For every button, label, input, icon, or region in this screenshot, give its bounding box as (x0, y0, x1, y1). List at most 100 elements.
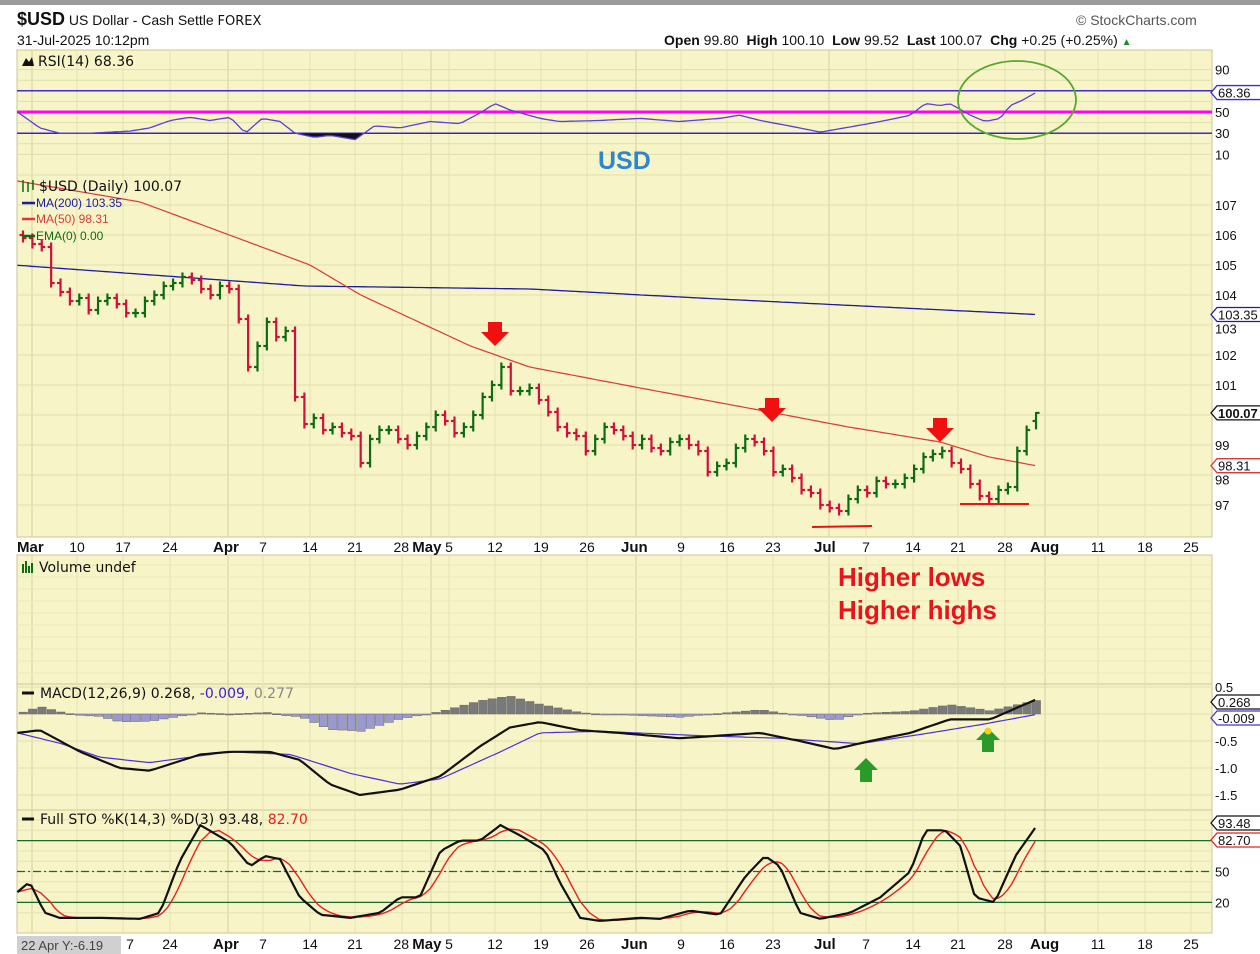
sto-k-value-tag: 93.48 (1218, 816, 1251, 831)
macd-histogram-bar (675, 713, 685, 718)
price-bar (601, 422, 609, 444)
macd-histogram-bar (328, 713, 338, 730)
volume-title: Volume undef (39, 560, 137, 576)
macd-histogram-bar (872, 712, 882, 715)
price-bar (122, 299, 130, 318)
chart-datetime: 31-Jul-2025 10:12pm (17, 32, 150, 48)
price-bar (826, 500, 834, 513)
rsi-line (17, 92, 1036, 141)
macd-histogram-bar (253, 712, 263, 715)
price-bar (863, 485, 871, 498)
macd-histogram-bar (506, 696, 516, 715)
price-bar (319, 413, 327, 435)
macd-histogram-bar (562, 709, 572, 715)
x-axis-label: 7 (259, 936, 267, 952)
x-axis-label: 14 (905, 539, 921, 555)
y-axis-label: -1.0 (1215, 761, 1237, 776)
price-bar (479, 392, 487, 420)
macd-histogram-bar (112, 713, 122, 722)
price-bar (591, 434, 599, 456)
sto-title: Full STO %K(14,3) %D(3) 93.48, (40, 812, 263, 828)
ma50-line (17, 180, 1036, 467)
price-bar (985, 491, 993, 504)
price-bar (526, 383, 534, 396)
macd-histogram-bar (159, 713, 169, 720)
price-bar (751, 434, 759, 447)
macd-histogram-bar (947, 704, 957, 715)
stockcharts-copyright[interactable]: © StockCharts.com (1076, 12, 1197, 28)
price-bar (460, 422, 468, 438)
macd-histogram-bar (309, 713, 319, 723)
macd-title-group: MACD(12,26,9) 0.268, -0.009, 0.277 (40, 686, 294, 702)
price-bar (282, 326, 290, 342)
price-bar (1032, 411, 1040, 430)
sto-d-value: 82.70 (268, 812, 308, 828)
crosshair-tooltip-bg (17, 936, 121, 954)
macd-histogram-bar (881, 712, 891, 715)
macd-histogram-bar (187, 713, 197, 716)
sto-legend: Full STO %K(14,3) %D(3) 93.48, 82.70 (22, 812, 308, 828)
y-axis-label: 20 (1215, 895, 1229, 910)
price-bar (516, 386, 524, 396)
price-bar (816, 488, 824, 510)
price-bar (873, 476, 881, 498)
macd-histogram-bar (196, 712, 206, 715)
macd-histogram-bar (712, 713, 722, 715)
macd-histogram-bar (262, 712, 272, 715)
x-axis-label: Jun (621, 539, 648, 556)
price-bar (694, 440, 702, 456)
macd-histogram-bar (234, 713, 244, 715)
macd-histogram-bar (515, 698, 525, 715)
price-bar (638, 434, 646, 450)
crosshair-tooltip: 22 Apr Y:-6.19 (21, 938, 103, 953)
macd-histogram-bar (684, 713, 694, 717)
macd-histogram-bar (84, 713, 94, 717)
x-axis-label: 14 (302, 539, 318, 555)
x-axis-label: 26 (579, 936, 595, 952)
price-bar (629, 431, 637, 450)
y-axis-label: -1.5 (1215, 788, 1237, 803)
rsi-legend: RSI(14) 68.36 (22, 54, 134, 70)
macd-histogram-bar (337, 713, 347, 731)
macd-histogram-bar (478, 700, 488, 715)
ma200-value-tag: 103.35 (1218, 308, 1258, 323)
price-bar (394, 425, 402, 444)
x-axis-label: Mar (17, 539, 44, 556)
chart-panels (16, 49, 1213, 934)
price-bar (891, 479, 899, 489)
y-axis-label: 107 (1215, 198, 1237, 213)
x-axis-label: 9 (677, 539, 685, 555)
macd-histogram-bar (215, 713, 225, 715)
price-bar (404, 434, 412, 450)
price-bar (1023, 425, 1031, 456)
x-axis-label: 14 (905, 936, 921, 952)
macd-histogram-bar (862, 712, 872, 715)
right-axis-bg (1213, 50, 1260, 954)
y-axis-label: 50 (1215, 865, 1229, 880)
price-bar (882, 476, 890, 489)
macd-histogram-bar (56, 711, 66, 715)
series-layer (16, 90, 1212, 922)
macd-histogram-bar (431, 712, 441, 715)
x-axis-label: 25 (1183, 936, 1199, 952)
macd-histogram-bar (422, 713, 432, 716)
macd-histogram-bar (637, 713, 647, 716)
x-axis-label: 23 (765, 539, 781, 555)
higher-highs-annotation: Higher highs (838, 595, 997, 625)
macd-histogram-bar (318, 713, 328, 727)
price-bar (178, 272, 186, 288)
macd-value-tag-bg (1210, 694, 1260, 710)
change-label: Chg (990, 32, 1018, 48)
y-axis-label: 101 (1215, 378, 1237, 393)
macd-histogram-bar (628, 713, 638, 716)
macd-histogram-bar (375, 713, 385, 726)
x-axis-label: May (412, 936, 442, 953)
macd-histogram-bar (487, 698, 497, 715)
x-axis-label: 18 (1137, 539, 1153, 555)
macd-histogram-bar (46, 709, 56, 715)
price-bar (685, 434, 693, 450)
high-label: High (746, 32, 778, 48)
x-axis-label: 18 (1137, 936, 1153, 952)
macd-histogram-bar (891, 711, 901, 715)
